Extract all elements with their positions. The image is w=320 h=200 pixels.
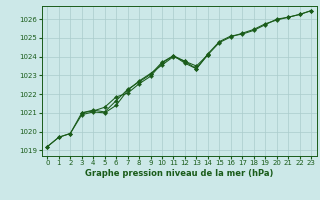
X-axis label: Graphe pression niveau de la mer (hPa): Graphe pression niveau de la mer (hPa) <box>85 169 273 178</box>
